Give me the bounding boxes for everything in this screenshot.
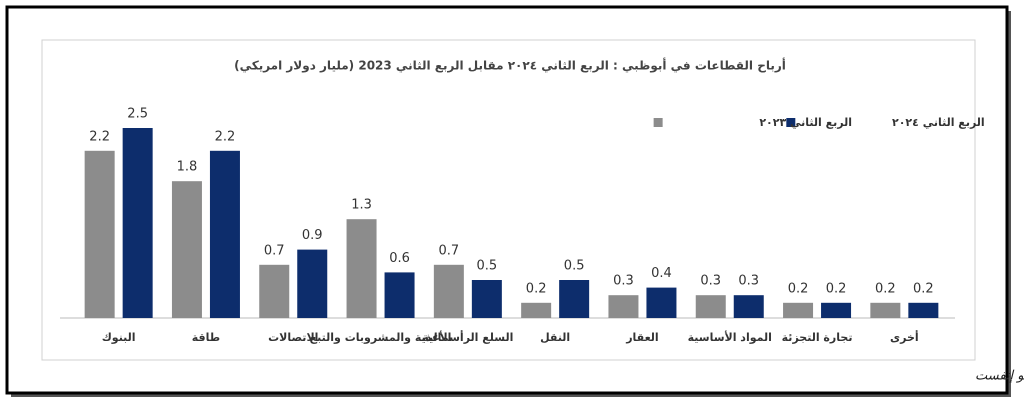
bar — [171, 181, 202, 318]
bar — [297, 249, 328, 318]
x-tick-label: طاقة — [192, 331, 220, 344]
x-tick-label: أخرى — [890, 330, 919, 344]
bar — [608, 295, 639, 318]
bar — [433, 264, 464, 318]
data-label: 2.2 — [89, 129, 110, 144]
bar — [695, 295, 726, 318]
bar — [821, 302, 852, 318]
data-label: 0.3 — [738, 274, 759, 289]
bar — [870, 302, 901, 318]
x-tick-label: تجارة التجزئة — [782, 331, 853, 344]
x-tick-label: السلع الرأسمالية — [422, 330, 513, 344]
x-tick-label: المواد الأساسية — [688, 330, 772, 344]
bar — [209, 150, 240, 318]
data-label: 0.9 — [302, 228, 323, 243]
bar — [346, 219, 377, 318]
data-label: 0.5 — [564, 259, 585, 274]
data-label: 0.2 — [875, 281, 896, 296]
x-tick-label: النقل — [540, 331, 570, 344]
bar — [384, 272, 415, 318]
data-label: 0.2 — [788, 281, 809, 296]
bar — [122, 128, 153, 318]
legend-label: الربع الثاني ٢٠٢٤ — [892, 116, 985, 129]
bar — [259, 264, 290, 318]
bar — [908, 302, 939, 318]
data-label: 0.7 — [264, 243, 285, 258]
legend-swatch — [786, 118, 796, 127]
data-label: 0.2 — [526, 281, 547, 296]
legend-label: الربع الثاني ٢٠٢٣ — [759, 116, 852, 129]
data-label: 2.2 — [215, 129, 236, 144]
data-label: 0.2 — [913, 281, 934, 296]
data-label: 2.5 — [127, 107, 148, 122]
bar — [646, 287, 677, 318]
data-label: 0.6 — [389, 251, 410, 266]
chart-title: أرباح القطاعات في أبوظبي : الربع الثاني … — [234, 58, 786, 74]
x-tick-label: الأغذية والمشروبات والتبغ — [310, 330, 452, 344]
data-label: 0.3 — [700, 274, 721, 289]
bar — [84, 150, 115, 318]
data-label: 0.7 — [439, 243, 460, 258]
data-label: 0.2 — [826, 281, 847, 296]
x-tick-label: العقار — [625, 331, 659, 344]
data-label: 0.3 — [613, 274, 634, 289]
legend-swatch — [653, 118, 663, 127]
data-label: 0.5 — [477, 259, 498, 274]
bar — [783, 302, 814, 318]
bar — [559, 280, 590, 318]
bar — [733, 295, 764, 318]
bar — [471, 280, 502, 318]
data-label: 1.3 — [351, 198, 372, 213]
x-tick-label: البنوك — [102, 331, 136, 344]
x-tick-label: الاتصالات — [268, 331, 318, 344]
bar — [521, 302, 552, 318]
data-label: 1.8 — [177, 160, 198, 175]
source-note: المصدر: البيانات المالية للشركات، بلومبر… — [975, 369, 1024, 384]
data-label: 0.4 — [651, 266, 672, 281]
